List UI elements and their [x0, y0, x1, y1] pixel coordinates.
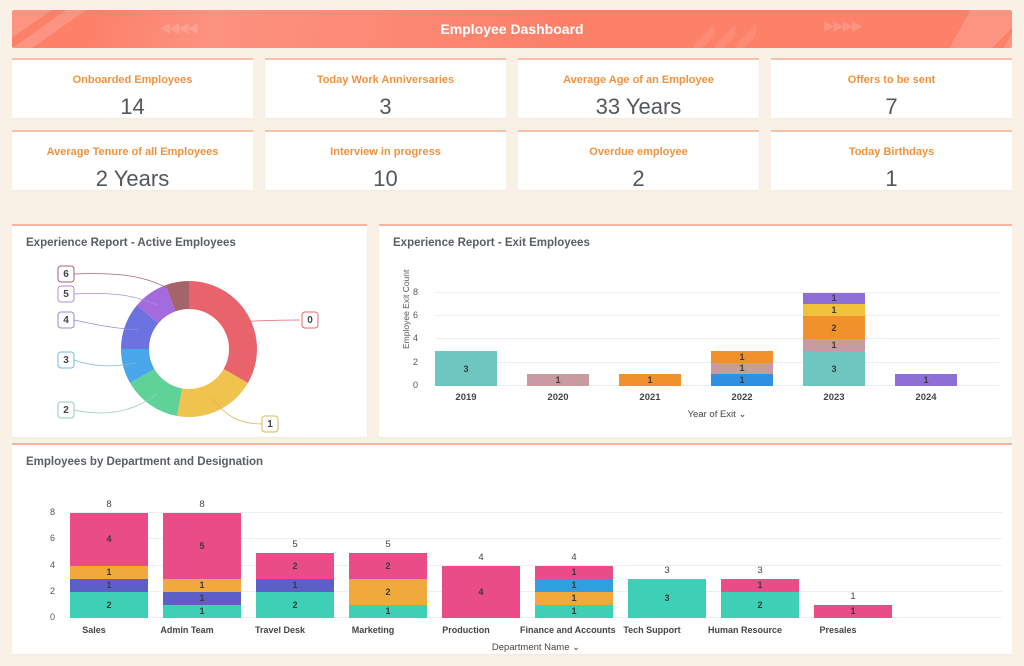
svg-text:4: 4: [63, 315, 69, 326]
svg-text:1: 1: [267, 419, 273, 430]
svg-text:2: 2: [63, 405, 69, 416]
svg-text:5: 5: [63, 289, 69, 300]
svg-text:0: 0: [307, 315, 313, 326]
svg-text:3: 3: [63, 355, 69, 366]
svg-text:6: 6: [63, 269, 69, 280]
